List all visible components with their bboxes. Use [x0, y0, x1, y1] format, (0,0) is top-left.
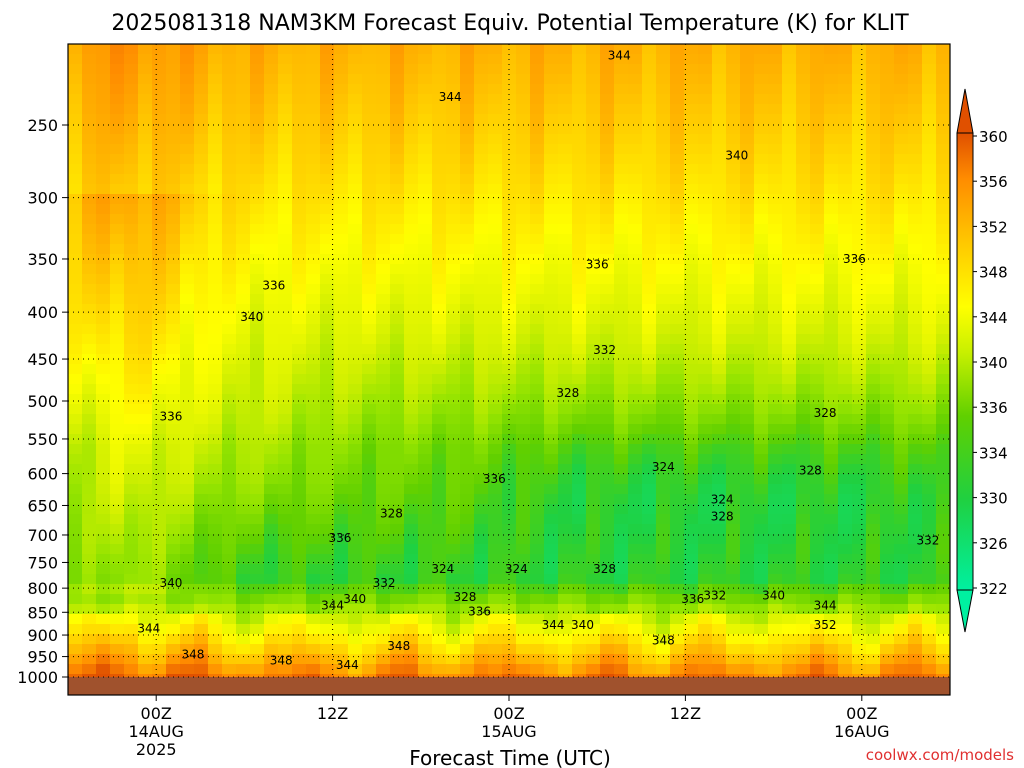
contour-label: 336 [586, 258, 609, 272]
chart-title: 2025081318 NAM3KM Forecast Equiv. Potent… [111, 11, 909, 36]
contour-label: 340 [762, 589, 785, 603]
colorbar-tick-label: 356 [979, 173, 1008, 191]
contour-label: 332 [373, 576, 396, 590]
y-tick-label: 300 [27, 189, 58, 208]
y-tick-label: 750 [27, 553, 58, 572]
credit-text: coolwx.com/models [866, 746, 1014, 764]
colorbar-tick-label: 322 [979, 580, 1008, 598]
y-tick-label: 850 [27, 603, 58, 622]
x-tick-label: 12Z [670, 704, 701, 723]
x-tick-label: 00Z [493, 704, 524, 723]
y-tick-label: 500 [27, 392, 58, 411]
x-tick-sublabel: 14AUG [128, 722, 183, 741]
colorbar: 322 326 330 334 336 340 344 348 352 356 360 [956, 88, 1008, 633]
contour-label: 332 [916, 534, 939, 548]
shaded-field [68, 44, 951, 678]
colorbar-tick-label: 340 [979, 354, 1008, 372]
colorbar-tick-label: 352 [979, 218, 1008, 236]
contour-label: 336 [328, 531, 351, 545]
contour-label: 344 [336, 658, 359, 672]
colorbar-top-arrow [956, 88, 974, 134]
contour-label: 328 [556, 386, 579, 400]
contour-label: 336 [843, 252, 866, 266]
y-tick-label: 800 [27, 579, 58, 598]
contour-label: 336 [159, 410, 182, 424]
colorbar-tick-label: 348 [979, 264, 1008, 282]
contour-label: 344 [814, 599, 837, 613]
y-tick-label: 450 [27, 350, 58, 369]
contour-label: 328 [593, 562, 616, 576]
contour-label: 344 [608, 49, 631, 63]
contour-label: 324 [505, 562, 528, 576]
contour-label: 332 [593, 343, 616, 357]
ground-strip [68, 677, 950, 695]
colorbar-tick-label: 326 [979, 535, 1008, 553]
contour-label: 340 [571, 618, 594, 632]
contour-label: 332 [703, 589, 726, 603]
contour-label: 340 [725, 149, 748, 163]
contour-label: 344 [439, 90, 462, 104]
contour-label: 328 [453, 590, 476, 604]
contour-label: 348 [387, 639, 410, 653]
contour-label: 328 [814, 406, 837, 420]
contour-label: 324 [652, 460, 675, 474]
x-tick-label: 12Z [317, 704, 348, 723]
x-tick-label: 00Z [846, 704, 877, 723]
colorbar-tick-label: 344 [979, 309, 1008, 327]
x-tick-year-label: 2025 [136, 740, 177, 759]
x-tick-sublabel: 15AUG [481, 722, 536, 741]
contour-label: 336 [681, 592, 704, 606]
contour-label: 328 [799, 463, 822, 477]
y-tick-label: 900 [27, 626, 58, 645]
contour-label: 336 [468, 604, 491, 618]
contour-label: 352 [814, 618, 837, 632]
y-tick-label: 950 [27, 648, 58, 667]
x-tick-sublabel: 16AUG [834, 722, 889, 741]
contour-label: 344 [542, 618, 565, 632]
contour-label: 328 [711, 509, 734, 523]
contour-label: 340 [159, 576, 182, 590]
y-tick-label: 550 [27, 430, 58, 449]
x-axis-label: Forecast Time (UTC) [409, 746, 611, 768]
contour-label: 336 [262, 278, 285, 292]
contour-label: 344 [137, 621, 160, 635]
y-tick-label: 350 [27, 250, 58, 269]
contour-label: 348 [181, 647, 204, 661]
contour-label: 344 [321, 599, 344, 613]
y-tick-label: 650 [27, 496, 58, 515]
y-tick-label: 250 [27, 116, 58, 135]
colorbar-tick-label: 334 [979, 444, 1008, 462]
colorbar-bar [956, 132, 974, 591]
y-tick-label: 1000 [17, 668, 58, 687]
contour-label: 340 [343, 592, 366, 606]
colorbar-tick-label: 330 [979, 490, 1008, 508]
y-tick-label: 600 [27, 465, 58, 484]
colorbar-tick-label: 336 [979, 399, 1008, 417]
colorbar-tick-label: 360 [979, 128, 1008, 146]
contour-label: 324 [711, 492, 734, 506]
y-axis: 250 300 350 400 450 500 550 600 650 700 750 800 850 9… [17, 116, 68, 687]
y-tick-label: 700 [27, 526, 58, 545]
contour-label: 336 [483, 472, 506, 486]
y-tick-label: 400 [27, 303, 58, 322]
contour-label: 348 [652, 633, 675, 647]
contour-label: 348 [270, 654, 293, 668]
colorbar-bottom-arrow [956, 589, 974, 633]
contour-label: 328 [380, 506, 403, 520]
contour-label: 324 [431, 562, 454, 576]
x-tick-label: 00Z [141, 704, 172, 723]
contour-label: 340 [240, 310, 263, 324]
grid-lines [68, 44, 950, 678]
